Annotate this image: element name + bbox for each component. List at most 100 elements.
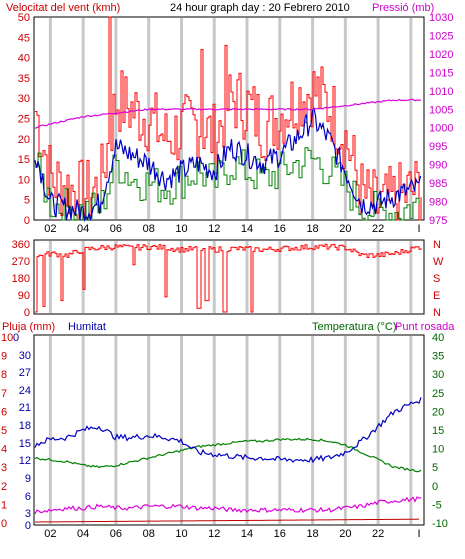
thermo-hour-tick-label: 04 <box>77 528 89 540</box>
wind-speed-tick-label: 40 <box>18 53 30 65</box>
pressure-tick-label: 1010 <box>429 86 453 98</box>
pressure-tick-label: 1030 <box>429 12 453 24</box>
thermo-hour-tick-label: 10 <box>175 528 187 540</box>
wind-speed-tick-label: 45 <box>18 32 30 44</box>
thermo-hour-ticks: 02 04 06 08 10 12 14 16 18 20 22 I <box>44 528 420 540</box>
wind-speed-tick-label: 35 <box>18 73 30 85</box>
direction-tick-label: 360 <box>12 239 30 251</box>
chart-title: 24 hour graph day : 20 Febrero 2010 <box>170 2 350 14</box>
humidity-tick-label: 30 <box>19 350 31 362</box>
humidity-line <box>34 106 422 223</box>
rain-tick-label: 7 <box>1 388 7 400</box>
compass-tick-label: N <box>433 307 441 319</box>
wind-hour-tick-label: 02 <box>44 223 56 235</box>
direction-series <box>35 243 422 313</box>
humidity-tick-label: 0 <box>25 520 31 532</box>
wind-hour-ticks: 02 04 06 08 10 12 14 16 18 20 22 I <box>44 223 420 235</box>
thermo-series <box>34 397 422 523</box>
wind-speed-tick-label: 10 <box>18 174 30 186</box>
rain-tick-label: 10 <box>1 332 13 344</box>
compass-tick-label: E <box>433 290 440 302</box>
thermo-hour-tick-label: 14 <box>241 528 253 540</box>
rain-tick-label: 5 <box>1 425 7 437</box>
humidity-line <box>34 397 422 464</box>
rain-line <box>34 518 420 523</box>
rain-tick-label: 1 <box>1 499 7 511</box>
compass-tick-label: N <box>433 239 441 251</box>
pressure-tick-label: 1005 <box>429 104 453 116</box>
humidity-tick-label: 21 <box>19 402 31 414</box>
thermo-hour-tick-label: 20 <box>339 528 351 540</box>
temperature-ticks: 40 35 30 25 20 15 10 5 0 -5 -10 <box>432 332 448 530</box>
pressure-axis-label: Pressió (mb) <box>372 2 434 14</box>
humidity-tick-label: 12 <box>19 455 31 467</box>
wind-speed-tick-label: 25 <box>18 114 30 126</box>
temperature-axis-label: Temperatura (°C) <box>312 321 396 333</box>
wind-hour-tick-label: 04 <box>77 223 89 235</box>
thermo-hour-tick-label: 08 <box>143 528 155 540</box>
rain-tick-label: 3 <box>1 462 7 474</box>
temperature-tick-label: 30 <box>432 369 444 381</box>
rain-tick-label: 0 <box>1 518 7 530</box>
pressure-tick-label: 985 <box>429 178 447 190</box>
thermo-panel-frame <box>33 334 425 526</box>
wind-speed-axis-label: Velocitat del vent (kmh) <box>6 2 120 14</box>
humidity-tick-label: 18 <box>19 420 31 432</box>
temperature-tick-label: -5 <box>432 499 442 511</box>
thermo-hour-tick-label: 16 <box>274 528 286 540</box>
rain-tick-label: 4 <box>1 444 7 456</box>
wind-hour-tick-label: 18 <box>306 223 318 235</box>
humidity-tick-label: 9 <box>25 473 31 485</box>
humidity-axis-label: Humitat <box>68 321 106 333</box>
wind-hour-tick-label: 20 <box>339 223 351 235</box>
rain-tick-label: 6 <box>1 406 7 418</box>
temperature-tick-label: 40 <box>432 332 444 344</box>
compass-tick-label: S <box>433 273 440 285</box>
pressure-line <box>34 98 422 129</box>
wind-speed-tick-label: 50 <box>18 12 30 24</box>
direction-tick-label: 180 <box>12 273 30 285</box>
wind-hour-tick-label: I <box>418 223 421 235</box>
pressure-ticks: 1030 1025 1020 1015 1010 1005 1000 995 990 985 980… <box>429 12 453 227</box>
rain-tick-label: 9 <box>1 351 7 363</box>
humidity-tick-label: 24 <box>19 385 31 397</box>
direction-tick-label: 90 <box>18 290 30 302</box>
wind-hour-tick-label: 12 <box>208 223 220 235</box>
rain-axis-label: Pluja (mm) <box>2 321 55 333</box>
wind-direction-line <box>35 243 422 313</box>
wind-hour-tick-label: 06 <box>110 223 122 235</box>
thermo-hour-tick-label: 02 <box>44 528 56 540</box>
temperature-line <box>34 437 422 473</box>
temperature-tick-label: 15 <box>432 425 444 437</box>
wind-hour-tick-label: 08 <box>143 223 155 235</box>
wind-hour-tick-label: 10 <box>175 223 187 235</box>
thermo-hour-tick-label: 06 <box>110 528 122 540</box>
wind-speed-tick-label: 0 <box>24 215 30 227</box>
direction-grid <box>48 241 413 313</box>
direction-degree-ticks: 360 270 180 90 0 <box>12 239 30 319</box>
rain-tick-label: 2 <box>1 481 7 493</box>
pressure-tick-label: 1015 <box>429 67 453 79</box>
temperature-tick-label: 5 <box>432 462 438 474</box>
wind-speed-tick-label: 15 <box>18 154 30 166</box>
pressure-tick-label: 980 <box>429 197 447 209</box>
dew-point-line <box>34 496 422 515</box>
humidity-tick-label: 6 <box>25 491 31 503</box>
wind-speed-tick-label: 5 <box>24 195 30 207</box>
compass-tick-label: W <box>433 256 444 268</box>
wind-hour-tick-label: 22 <box>372 223 384 235</box>
dew-point-axis-label: Punt rosada <box>395 321 455 333</box>
temperature-tick-label: 10 <box>432 444 444 456</box>
direction-tick-label: 0 <box>24 307 30 319</box>
temperature-tick-label: 35 <box>432 351 444 363</box>
rain-tick-label: 8 <box>1 369 7 381</box>
pressure-tick-label: 1020 <box>429 49 453 61</box>
pressure-tick-label: 995 <box>429 141 447 153</box>
humidity-tick-label: 15 <box>19 438 31 450</box>
wind-hour-tick-label: 16 <box>274 223 286 235</box>
